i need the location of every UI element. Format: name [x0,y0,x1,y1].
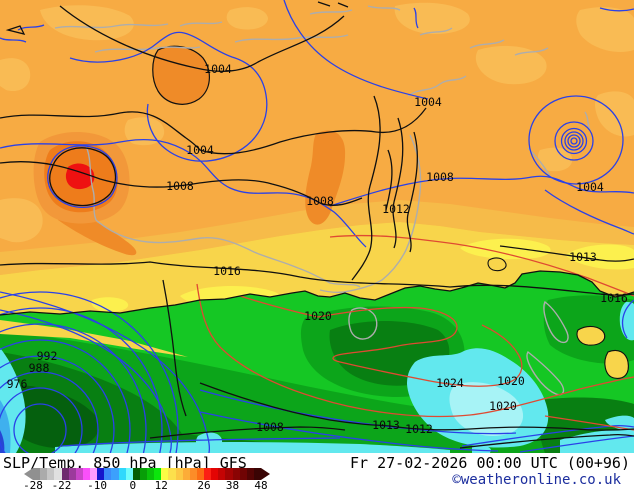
scale-tick: 0 [129,479,137,490]
scale-color-segment [97,468,105,480]
scale-tick: -28 [23,479,43,490]
scale-tick: -10 [87,479,107,490]
pressure-label: 1020 [304,309,332,323]
scale-color-segment [40,468,48,480]
map-title: SLP/Temp. 850 hPa [hPa] GFS [3,454,247,472]
yellow-islands [487,257,629,379]
scale-color-segment [54,468,62,480]
scale-color-segment [111,468,119,480]
scale-color-segment [253,468,261,480]
pressure-label: 1008 [256,420,284,434]
scale-color-bar [33,468,261,480]
weather-map: 1004 1004 1004 1008 1008 1008 1012 1004 1013 1016… [0,0,634,453]
warm-light-patches [0,2,634,243]
scale-color-segment [211,468,219,480]
pressure-label: 992 [37,349,58,363]
scale-color-segment [239,468,247,480]
scale-arrow-left-icon [24,468,33,480]
map-datetime: Fr 27-02-2026 00:00 UTC (00+96) [350,454,630,472]
scale-tick: -22 [51,479,72,490]
pressure-label: 988 [29,361,50,375]
pressure-label: 1024 [436,376,464,390]
scale-tick-labels: -28 -22 -10 0 12 26 38 48 [23,479,268,490]
pressure-label: 1012 [405,422,433,436]
pressure-label: 1004 [186,143,214,157]
scale-color-segment [175,468,183,480]
scale-color-segment [118,468,126,480]
coastlines [54,5,591,396]
scale-color-segment [218,468,226,480]
scale-tick: 26 [197,479,211,490]
scale-tick: 38 [225,479,240,490]
cold-cyan-patches [0,302,634,453]
scale-arrow-right-icon [261,468,270,480]
pressure-label: 1016 [600,291,628,305]
blue-isolines [0,0,634,453]
pressure-label: 1016 [213,264,241,278]
pressure-label: 1004 [414,95,442,109]
scale-color-segment [33,468,41,480]
scale-color-segment [61,468,69,480]
scale-color-segment [225,468,233,480]
scale-color-segment [147,468,155,480]
scale-color-segment [182,468,190,480]
scale-tick: 12 [154,479,168,490]
scale-color-segment [189,468,197,480]
pressure-label: 1020 [489,399,517,413]
scale-tick: 48 [254,479,268,490]
pressure-label: 1020 [497,374,525,388]
pressure-label: 1004 [204,62,232,76]
scale-color-segment [82,468,90,480]
copyright: ©weatheronline.co.uk [452,472,621,488]
pressure-label: 1008 [426,170,454,184]
pressure-labels: 1004 1004 1004 1008 1008 1008 1012 1004 1013 1016… [7,62,628,436]
scale-color-segment [161,468,169,480]
pressure-label: 1008 [306,194,334,208]
red-isolines [196,234,634,431]
scale-color-segment [90,468,98,480]
pressure-label: 1008 [166,179,194,193]
footer-bar: SLP/Temp. 850 hPa [hPa] GFS Fr 27-02-202… [0,453,634,490]
pressure-label: 976 [7,377,28,391]
scale-color-segment [132,468,140,480]
scale-color-segment [125,468,133,480]
scale-color-segment [246,468,254,480]
pressure-label: 1012 [382,202,410,216]
scale-color-segment [104,468,112,480]
scale-color-segment [47,468,55,480]
scale-color-segment [168,468,176,480]
pressure-label: 1004 [576,180,604,194]
transition-band [0,200,634,275]
scale-color-segment [196,468,204,480]
scale-color-segment [154,468,162,480]
scale-color-segment [204,468,212,480]
scale-color-segment [68,468,76,480]
pressure-label: 1013 [569,250,597,264]
black-isobars [0,1,634,449]
scale-color-segment [75,468,83,480]
pressure-label: 1013 [372,418,400,432]
scale-color-segment [139,468,147,480]
scale-color-segment [232,468,240,480]
